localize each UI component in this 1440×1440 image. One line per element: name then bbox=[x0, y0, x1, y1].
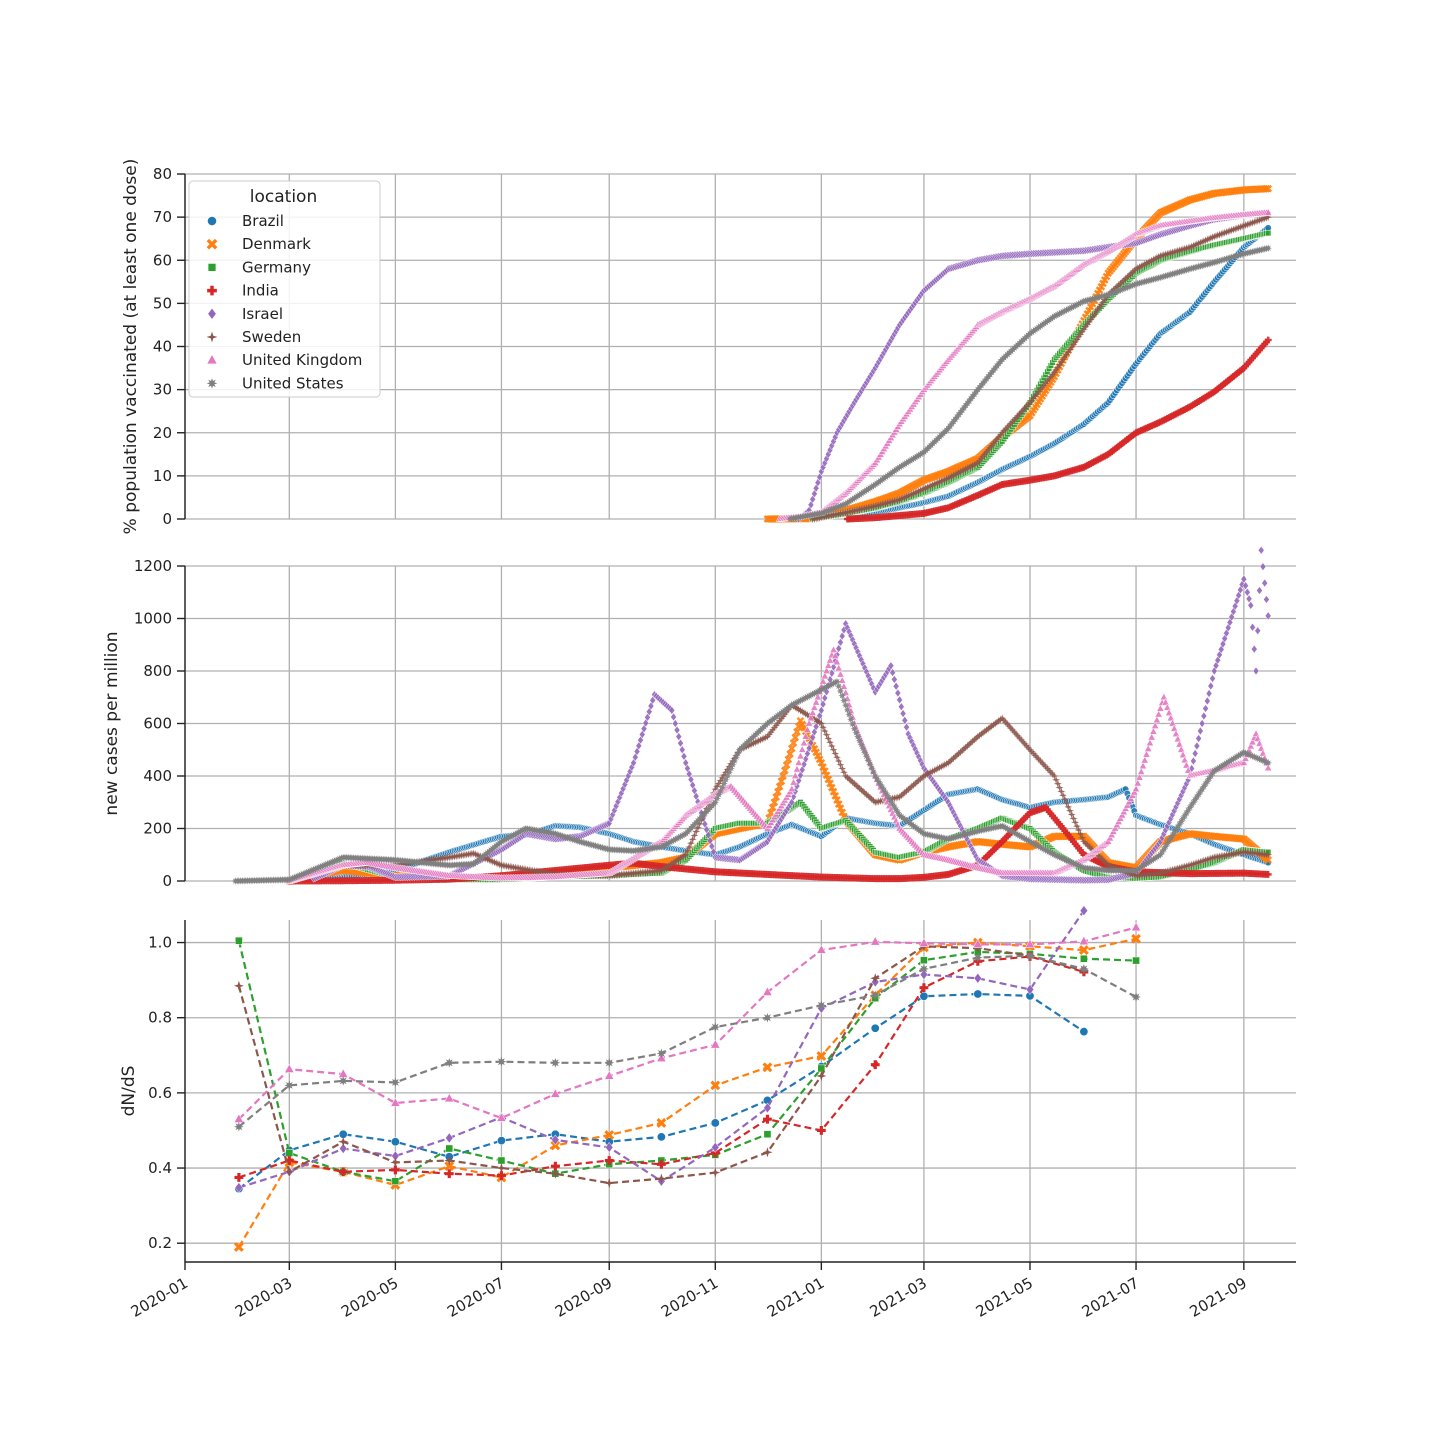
data-point-united-states bbox=[1264, 244, 1272, 252]
panel-vaccination: 0 10 20 30 40 50 60 70 80 % population vaccinated… bbox=[121, 159, 1296, 535]
y-axis-title: % population vaccinated (at least one do… bbox=[121, 159, 141, 535]
data-point-denmark bbox=[1264, 184, 1273, 193]
y-tick-label: 400 bbox=[143, 767, 172, 785]
data-point-israel bbox=[896, 695, 903, 705]
data-point-israel bbox=[899, 709, 907, 718]
data-point-israel bbox=[898, 702, 905, 712]
data-point-israel bbox=[892, 681, 900, 691]
y-tick-label: 80 bbox=[153, 165, 172, 183]
panel-cases: 0 200 400 600 800 1000 1200 new cases per milli… bbox=[102, 545, 1296, 890]
data-point-israel bbox=[1193, 741, 1201, 751]
data-point-israel bbox=[894, 688, 902, 698]
y-tick-label: 50 bbox=[153, 294, 172, 312]
data-point-israel bbox=[1190, 756, 1197, 766]
y-tick-label: 40 bbox=[153, 338, 172, 356]
series-israel bbox=[310, 545, 1272, 885]
series-cases bbox=[231, 545, 1273, 885]
y-tick-label: 30 bbox=[153, 381, 172, 399]
data-point-israel bbox=[891, 675, 898, 684]
data-point-israel bbox=[1195, 734, 1202, 743]
y-tick-label: 0 bbox=[162, 872, 172, 890]
y-axis-title: new cases per million bbox=[102, 631, 122, 815]
y-tick-label: 10 bbox=[153, 467, 172, 485]
y-tick-label: 20 bbox=[153, 424, 172, 442]
data-point-israel bbox=[1207, 681, 1215, 691]
data-point-germany bbox=[1265, 230, 1272, 237]
y-tick-label: 1200 bbox=[134, 557, 172, 575]
y-tick-label: 1000 bbox=[134, 610, 172, 628]
y-tick-label: 600 bbox=[143, 715, 172, 733]
data-point-israel bbox=[1197, 726, 1204, 736]
grid-cases bbox=[184, 565, 1296, 882]
series-india bbox=[843, 336, 1272, 523]
series-vaccination bbox=[763, 184, 1273, 524]
series-denmark bbox=[763, 184, 1273, 523]
y-tick-label: 0 bbox=[162, 510, 172, 528]
data-point-israel bbox=[1191, 749, 1199, 758]
y-tick-label: 60 bbox=[153, 251, 172, 269]
data-point-israel bbox=[1200, 711, 1208, 721]
data-point-israel bbox=[1202, 704, 1209, 713]
data-point-israel bbox=[1205, 689, 1213, 698]
data-point-israel bbox=[1204, 696, 1211, 706]
y-tick-label: 200 bbox=[143, 820, 172, 838]
y-tick-label: 70 bbox=[153, 208, 172, 226]
y-tick-label: 800 bbox=[143, 662, 172, 680]
data-point-israel bbox=[1198, 719, 1206, 728]
data-point-israel bbox=[903, 722, 910, 732]
data-point-israel bbox=[1209, 674, 1216, 683]
